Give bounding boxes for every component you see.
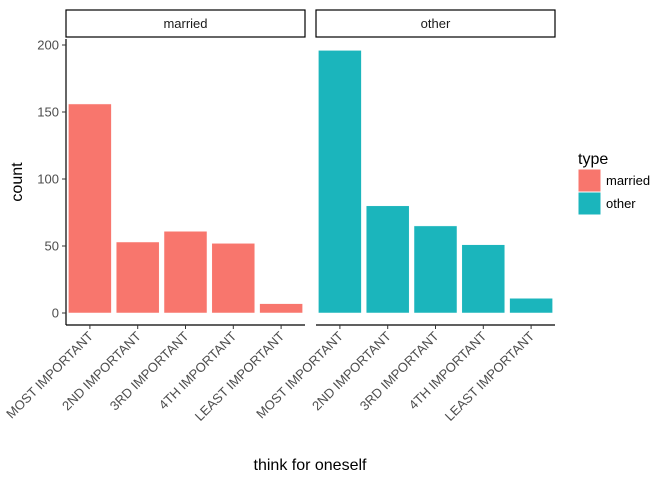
facet-label-other: other [421, 16, 451, 31]
legend-title: type [578, 151, 608, 168]
legend: type married other [577, 151, 650, 216]
facet-label-married: married [163, 16, 207, 31]
legend-label-other: other [606, 196, 636, 211]
y-tick-label-200: 200 [37, 38, 59, 53]
legend-label-married: married [606, 173, 650, 188]
y-tick-label-150: 150 [37, 105, 59, 120]
bar-other-least-important [509, 298, 553, 314]
facet-strip-other [315, 9, 556, 38]
bar-married-least-important [259, 303, 303, 314]
y-tick-label-50: 50 [45, 239, 59, 254]
x-tick-label-married-most-important: MOST IMPORTANT [3, 328, 96, 421]
y-tick-label-100: 100 [37, 172, 59, 187]
bar-other-3rd-important [413, 225, 458, 314]
legend-key-other [577, 191, 602, 216]
bar-other-most-important [318, 50, 362, 314]
bar-married-most-important [68, 103, 112, 314]
bar-other-4th-important [461, 244, 506, 314]
facet-strip-married [65, 9, 306, 38]
bar-married-2nd-important [115, 241, 160, 314]
legend-key-married [577, 168, 602, 193]
x-tick-label-other-least-important: LEAST IMPORTANT [442, 328, 537, 423]
y-tick-label-0: 0 [52, 306, 59, 321]
x-axis-title: think for oneself [254, 457, 368, 474]
bar-married-3rd-important [163, 231, 208, 314]
bar-other-2nd-important [365, 205, 410, 314]
bar-married-4th-important [211, 243, 256, 314]
y-axis-title: count [9, 162, 26, 202]
